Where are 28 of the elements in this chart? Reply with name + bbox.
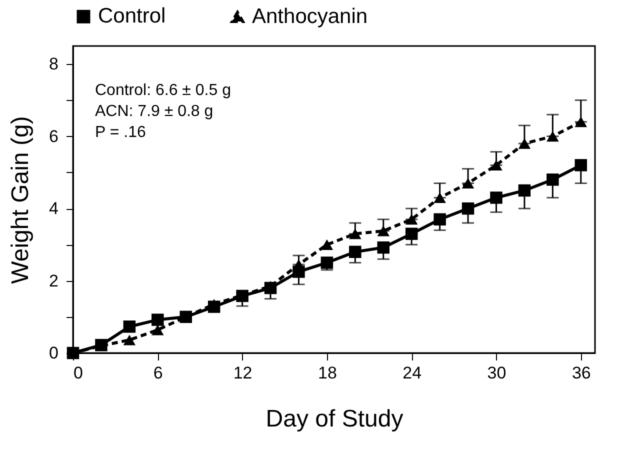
x-tick-label: 18 [318,364,337,382]
point [349,246,362,258]
point [546,174,559,186]
annotation: P = .16 [95,124,146,141]
legend-label: Control [98,4,166,28]
y-tick-label: 0 [49,344,58,362]
point [152,314,164,326]
y-tick-label: 8 [49,54,58,74]
point [123,320,136,333]
annotation: Control: 6.6 ± 0.5 g [95,82,231,99]
x-tick-label: 36 [572,364,591,382]
point [434,213,446,226]
legend-label: Anthocyanin [252,4,368,28]
x-tick-label: 6 [153,364,163,382]
point [152,324,164,336]
point [320,239,334,250]
annotation: ACN: 7.9 ± 0.8 g [95,103,214,120]
point [490,192,502,204]
y-axis-title: Weight Gain (g) [7,116,34,284]
x-tick-label: 12 [233,364,252,382]
y-tick-label: 4 [49,199,58,218]
y-tick-label: 2 [49,271,58,290]
point [123,334,136,346]
x-tick-label: 0 [74,364,83,382]
x-tick-label: 24 [402,364,422,382]
x-tick-label: 30 [487,364,506,382]
x-axis-title: Day of Study [266,406,404,432]
y-tick-label: 6 [49,126,58,146]
